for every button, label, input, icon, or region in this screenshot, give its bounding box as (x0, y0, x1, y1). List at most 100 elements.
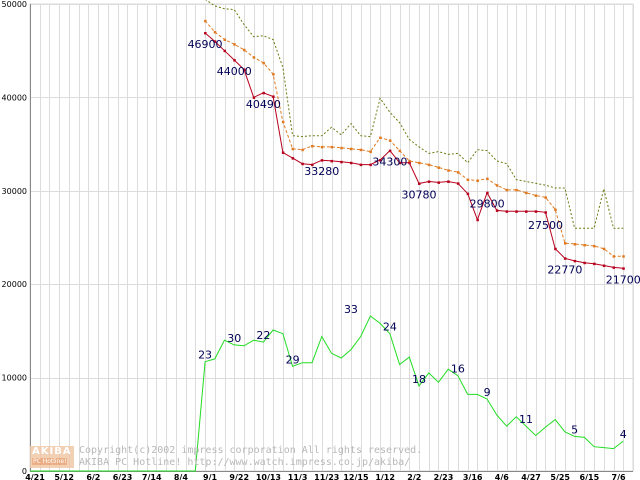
data-point-avg (544, 196, 547, 199)
data-point-avg (349, 147, 353, 151)
x-tick-label: 11/23 (314, 473, 339, 480)
logo-text: AKIBA (32, 446, 72, 457)
data-point-min (349, 161, 353, 165)
data-point-avg (515, 188, 518, 192)
chart-series (30, 0, 625, 472)
data-point-avg (213, 31, 217, 34)
data-point-min (213, 40, 217, 43)
data-point-avg (593, 244, 596, 248)
data-point-min (622, 267, 625, 270)
data-label-count: 22 (256, 329, 270, 342)
data-point-min (544, 211, 547, 214)
data-point-avg (291, 147, 295, 151)
data-point-min (262, 91, 265, 95)
y-tick-label: 20000 (2, 280, 27, 289)
data-point-min (340, 160, 343, 164)
data-label-min: 27500 (528, 219, 563, 232)
data-point-avg (612, 255, 616, 258)
logo-subtext: PC Hotline! (32, 458, 68, 465)
data-label-min: 40490 (246, 98, 281, 111)
data-point-min (301, 162, 304, 166)
data-point-min (281, 151, 285, 155)
data-point-min (242, 68, 246, 71)
data-point-min (554, 247, 557, 251)
data-label-min: 22770 (547, 263, 582, 276)
data-point-avg (418, 161, 421, 165)
data-point-avg (233, 43, 236, 46)
data-label-count: 9 (484, 386, 491, 399)
y-tick-label: 40000 (2, 93, 27, 102)
data-point-min (495, 209, 499, 212)
data-point-avg (408, 159, 411, 163)
y-axis: 0 10000 20000 30000 40000 50000 (2, 0, 31, 476)
data-label-count: 4 (620, 428, 627, 441)
x-tick-label: 4/21 (25, 473, 45, 480)
x-tick-label: 6/15 (580, 473, 600, 480)
x-tick-label: 1/12 (375, 473, 395, 480)
x-tick-label: 6/23 (113, 473, 133, 480)
data-point-min (515, 210, 518, 213)
chart-data-labels: 46900 44000 40490 33280 34300 30780 29800 27500… (188, 38, 640, 441)
data-point-avg (262, 61, 265, 65)
y-tick-label: 10000 (2, 374, 27, 383)
data-point-min (359, 163, 363, 167)
data-label-min: 33280 (304, 165, 339, 178)
x-tick-label: 4/27 (521, 473, 541, 480)
data-label-min: 21700 (606, 273, 640, 286)
data-point-avg (554, 208, 557, 211)
data-point-avg (602, 247, 606, 251)
data-label-count: 16 (451, 363, 465, 376)
data-point-min (525, 210, 528, 213)
data-point-min (466, 192, 470, 196)
x-tick-label: 6/2 (86, 473, 100, 480)
data-point-avg (242, 48, 246, 52)
x-tick-label: 4/6 (495, 473, 509, 480)
data-point-avg (252, 56, 256, 59)
data-point-avg (369, 150, 372, 154)
data-point-avg (573, 243, 577, 246)
akiba-logo: AKIBA PC Hotline! (30, 446, 74, 468)
data-point-min (612, 266, 616, 269)
x-tick-label: 7/6 (612, 473, 626, 480)
data-label-count: 5 (571, 423, 578, 436)
data-label-min: 30780 (402, 189, 437, 202)
data-point-min (408, 161, 411, 165)
data-point-avg (223, 38, 227, 41)
data-point-avg (272, 73, 275, 76)
series-line-avg (204, 20, 624, 257)
data-point-min (593, 262, 596, 266)
data-label-count: 24 (383, 321, 397, 334)
y-tick-label: 50000 (2, 0, 27, 9)
data-point-min (252, 96, 256, 99)
y-tick-label: 30000 (2, 187, 27, 196)
data-point-min (583, 261, 586, 265)
data-point-min (505, 210, 509, 213)
data-point-avg (495, 184, 499, 187)
x-tick-label: 9/22 (229, 473, 249, 480)
data-label-count: 29 (286, 353, 300, 366)
data-point-min (223, 49, 227, 53)
data-point-min (437, 181, 440, 184)
x-axis: 4/21 5/12 6/2 6/23 7/14 8/4 9/1 9/22 10/13 11/3 11… (25, 471, 633, 480)
data-point-avg (379, 136, 382, 140)
data-point-min (204, 31, 207, 35)
data-point-avg (398, 149, 402, 153)
data-label-min: 34300 (372, 156, 407, 169)
copyright-watermark: AKIBA PC Hotline! Copyright(c)2002 impre… (30, 445, 550, 470)
x-tick-label: 2/2 (407, 473, 421, 480)
data-label-count: 33 (344, 303, 358, 316)
data-point-avg (301, 148, 304, 152)
data-point-avg (563, 242, 567, 245)
data-point-avg (330, 145, 333, 149)
x-tick-label: 5/12 (54, 473, 74, 480)
data-point-avg (534, 194, 538, 197)
data-point-min (563, 257, 567, 260)
series-line-min (204, 32, 624, 269)
data-point-min (320, 159, 324, 162)
data-point-min (602, 264, 606, 268)
x-tick-label: 2/23 (434, 473, 454, 480)
data-point-avg (427, 163, 431, 167)
x-tick-label: 10/13 (256, 473, 281, 480)
data-label-min: 46900 (188, 38, 223, 51)
